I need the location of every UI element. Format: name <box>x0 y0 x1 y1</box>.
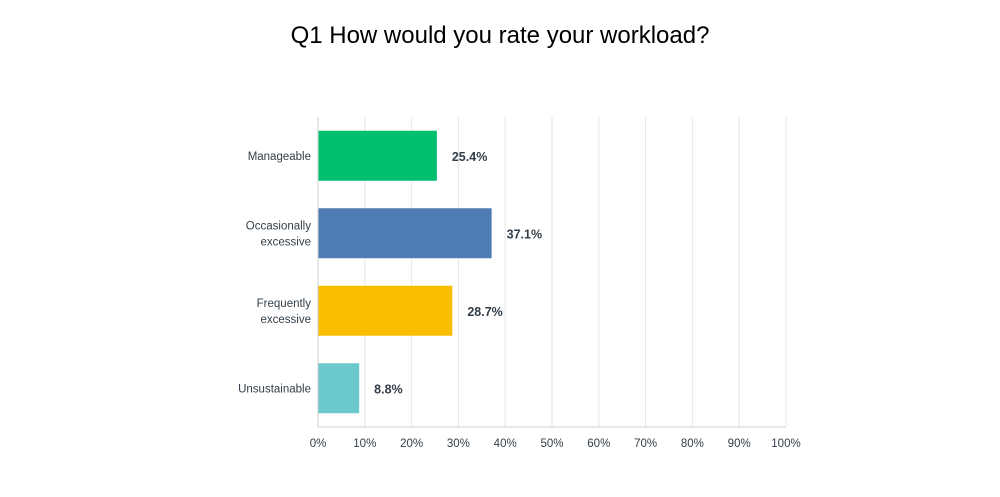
x-tick-label: 40% <box>494 438 517 450</box>
data-label: 8.8% <box>374 382 403 396</box>
x-tick-label: 10% <box>353 438 376 450</box>
grid-lines <box>364 117 787 427</box>
x-tick-label: 50% <box>540 438 563 450</box>
category-label: Unsustainable <box>238 383 311 395</box>
x-tick-label: 80% <box>681 438 704 450</box>
axes <box>317 117 786 428</box>
category-label: Manageable <box>248 151 311 163</box>
x-tick-label: 70% <box>634 438 657 450</box>
x-tick-label: 90% <box>728 438 751 450</box>
bar <box>318 285 453 336</box>
data-label: 37.1% <box>507 227 542 241</box>
x-tick-label: 100% <box>771 438 800 450</box>
bars <box>318 130 492 414</box>
data-label: 25.4% <box>452 150 487 164</box>
x-tick-label: 30% <box>447 438 470 450</box>
x-tick-label: 20% <box>400 438 423 450</box>
category-label: Frequently excessive <box>257 298 312 326</box>
bar <box>318 208 492 259</box>
x-tick-label: 60% <box>587 438 610 450</box>
category-label: Occasionally excessive <box>246 220 311 248</box>
labels: 0% 10% 20% 30% 40% 50% 60% 70% 80% 90% 100% Managea… <box>238 150 801 450</box>
x-tick-label: 0% <box>310 438 327 450</box>
bar <box>318 130 437 181</box>
chart-title: Q1 How would you rate your workload? <box>290 22 710 49</box>
data-label: 28.7% <box>467 305 502 319</box>
bar <box>318 363 360 414</box>
